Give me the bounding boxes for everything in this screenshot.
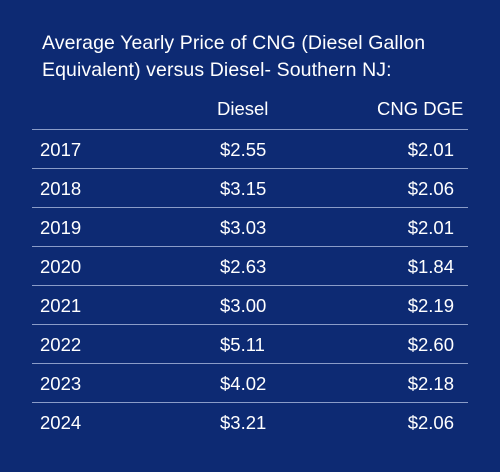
table-row: 2024 $3.21 $2.06 — [32, 402, 468, 441]
table-row: 2019 $3.03 $2.01 — [32, 207, 468, 246]
cng-price-cell: $2.06 — [407, 178, 454, 199]
table-row: 2018 $3.15 $2.06 — [32, 168, 468, 207]
cng-price-cell: $2.19 — [407, 295, 454, 316]
column-header-cng-dge: CNG DGE — [377, 98, 464, 119]
year-cell: 2024 — [40, 412, 82, 433]
table-row: 2021 $3.00 $2.19 — [32, 285, 468, 324]
cng-price-cell: $2.01 — [407, 217, 454, 238]
year-cell: 2023 — [40, 373, 82, 394]
year-cell: 2021 — [40, 295, 82, 316]
diesel-price-cell: $3.00 — [220, 295, 267, 316]
diesel-price-cell: $5.11 — [220, 334, 265, 355]
year-cell: 2020 — [40, 256, 82, 277]
year-cell: 2019 — [40, 217, 82, 238]
table-row: 2017 $2.55 $2.01 — [32, 129, 468, 168]
cng-price-cell: $2.01 — [407, 139, 454, 160]
year-cell: 2018 — [40, 178, 82, 199]
diesel-price-cell: $3.15 — [220, 178, 267, 199]
diesel-price-cell: $2.63 — [220, 256, 267, 277]
cng-price-cell: $2.60 — [407, 334, 454, 355]
table-title-line-2: Equivalent) versus Diesel- Southern NJ: — [42, 59, 392, 81]
cng-price-cell: $2.06 — [407, 412, 454, 433]
table-row: 2020 $2.63 $1.84 — [32, 246, 468, 285]
cng-price-cell: $1.84 — [407, 256, 454, 277]
diesel-price-cell: $3.21 — [220, 412, 267, 433]
price-table: 2017 $2.55 $2.01 2018 $3.15 $2.06 2019 $3.03 $2.… — [32, 129, 468, 441]
year-cell: 2017 — [40, 139, 82, 160]
table-title: Average Yearly Price of CNG (Diesel Gall… — [42, 30, 482, 84]
table-row: 2022 $5.11 $2.60 — [32, 324, 468, 363]
table-title-line-1: Average Yearly Price of CNG (Diesel Gall… — [42, 32, 426, 54]
year-cell: 2022 — [40, 334, 82, 355]
cng-price-cell: $2.18 — [407, 373, 454, 394]
column-header-diesel: Diesel — [217, 98, 269, 119]
diesel-price-cell: $3.03 — [220, 217, 267, 238]
table-row: 2023 $4.02 $2.18 — [32, 363, 468, 402]
diesel-price-cell: $4.02 — [220, 373, 267, 394]
diesel-price-cell: $2.55 — [220, 139, 267, 160]
